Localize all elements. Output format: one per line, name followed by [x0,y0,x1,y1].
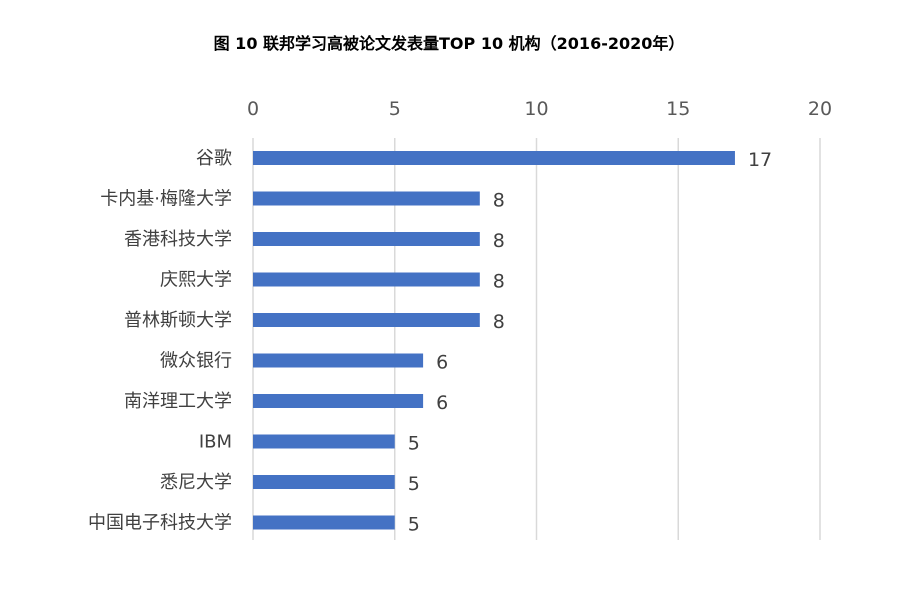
category-label: 中国电子科技大学 [88,513,232,534]
bar-5 [253,313,480,327]
bar-1 [253,151,735,165]
data-label: 8 [493,311,505,333]
x-tick-label: 20 [808,98,832,120]
x-tick-label: 15 [666,98,690,120]
chart-title: 图 10 联邦学习高被论文发表量TOP 10 机构（2016-2020年） [213,34,685,53]
category-label: 悉尼大学 [160,472,232,493]
data-label: 6 [436,352,448,374]
bar-9 [253,475,395,489]
category-label: IBM [199,432,232,453]
bar-8 [253,434,395,449]
category-label: 微众银行 [160,351,232,372]
bar-3 [253,232,480,246]
category-label: 普林斯顿大学 [124,310,232,331]
data-label: 8 [493,190,505,212]
bar-7 [253,394,424,408]
category-label: 谷歌 [196,148,232,169]
data-label: 5 [408,433,420,455]
bar-6 [253,353,424,368]
bar-2 [253,191,480,206]
data-label: 6 [436,392,448,414]
data-label: 5 [408,473,420,495]
category-label: 南洋理工大学 [124,391,232,412]
data-label: 17 [748,149,772,171]
category-label: 庆熙大学 [160,270,232,291]
x-tick-label: 0 [247,98,259,120]
data-label: 5 [408,514,420,536]
category-label: 卡内基·梅隆大学 [100,189,232,210]
category-label: 香港科技大学 [124,229,232,250]
data-label: 8 [493,271,505,293]
data-label: 8 [493,230,505,252]
x-tick-label: 5 [389,98,401,120]
bar-10 [253,515,395,530]
x-tick-label: 10 [524,98,548,120]
bar-4 [253,272,480,287]
